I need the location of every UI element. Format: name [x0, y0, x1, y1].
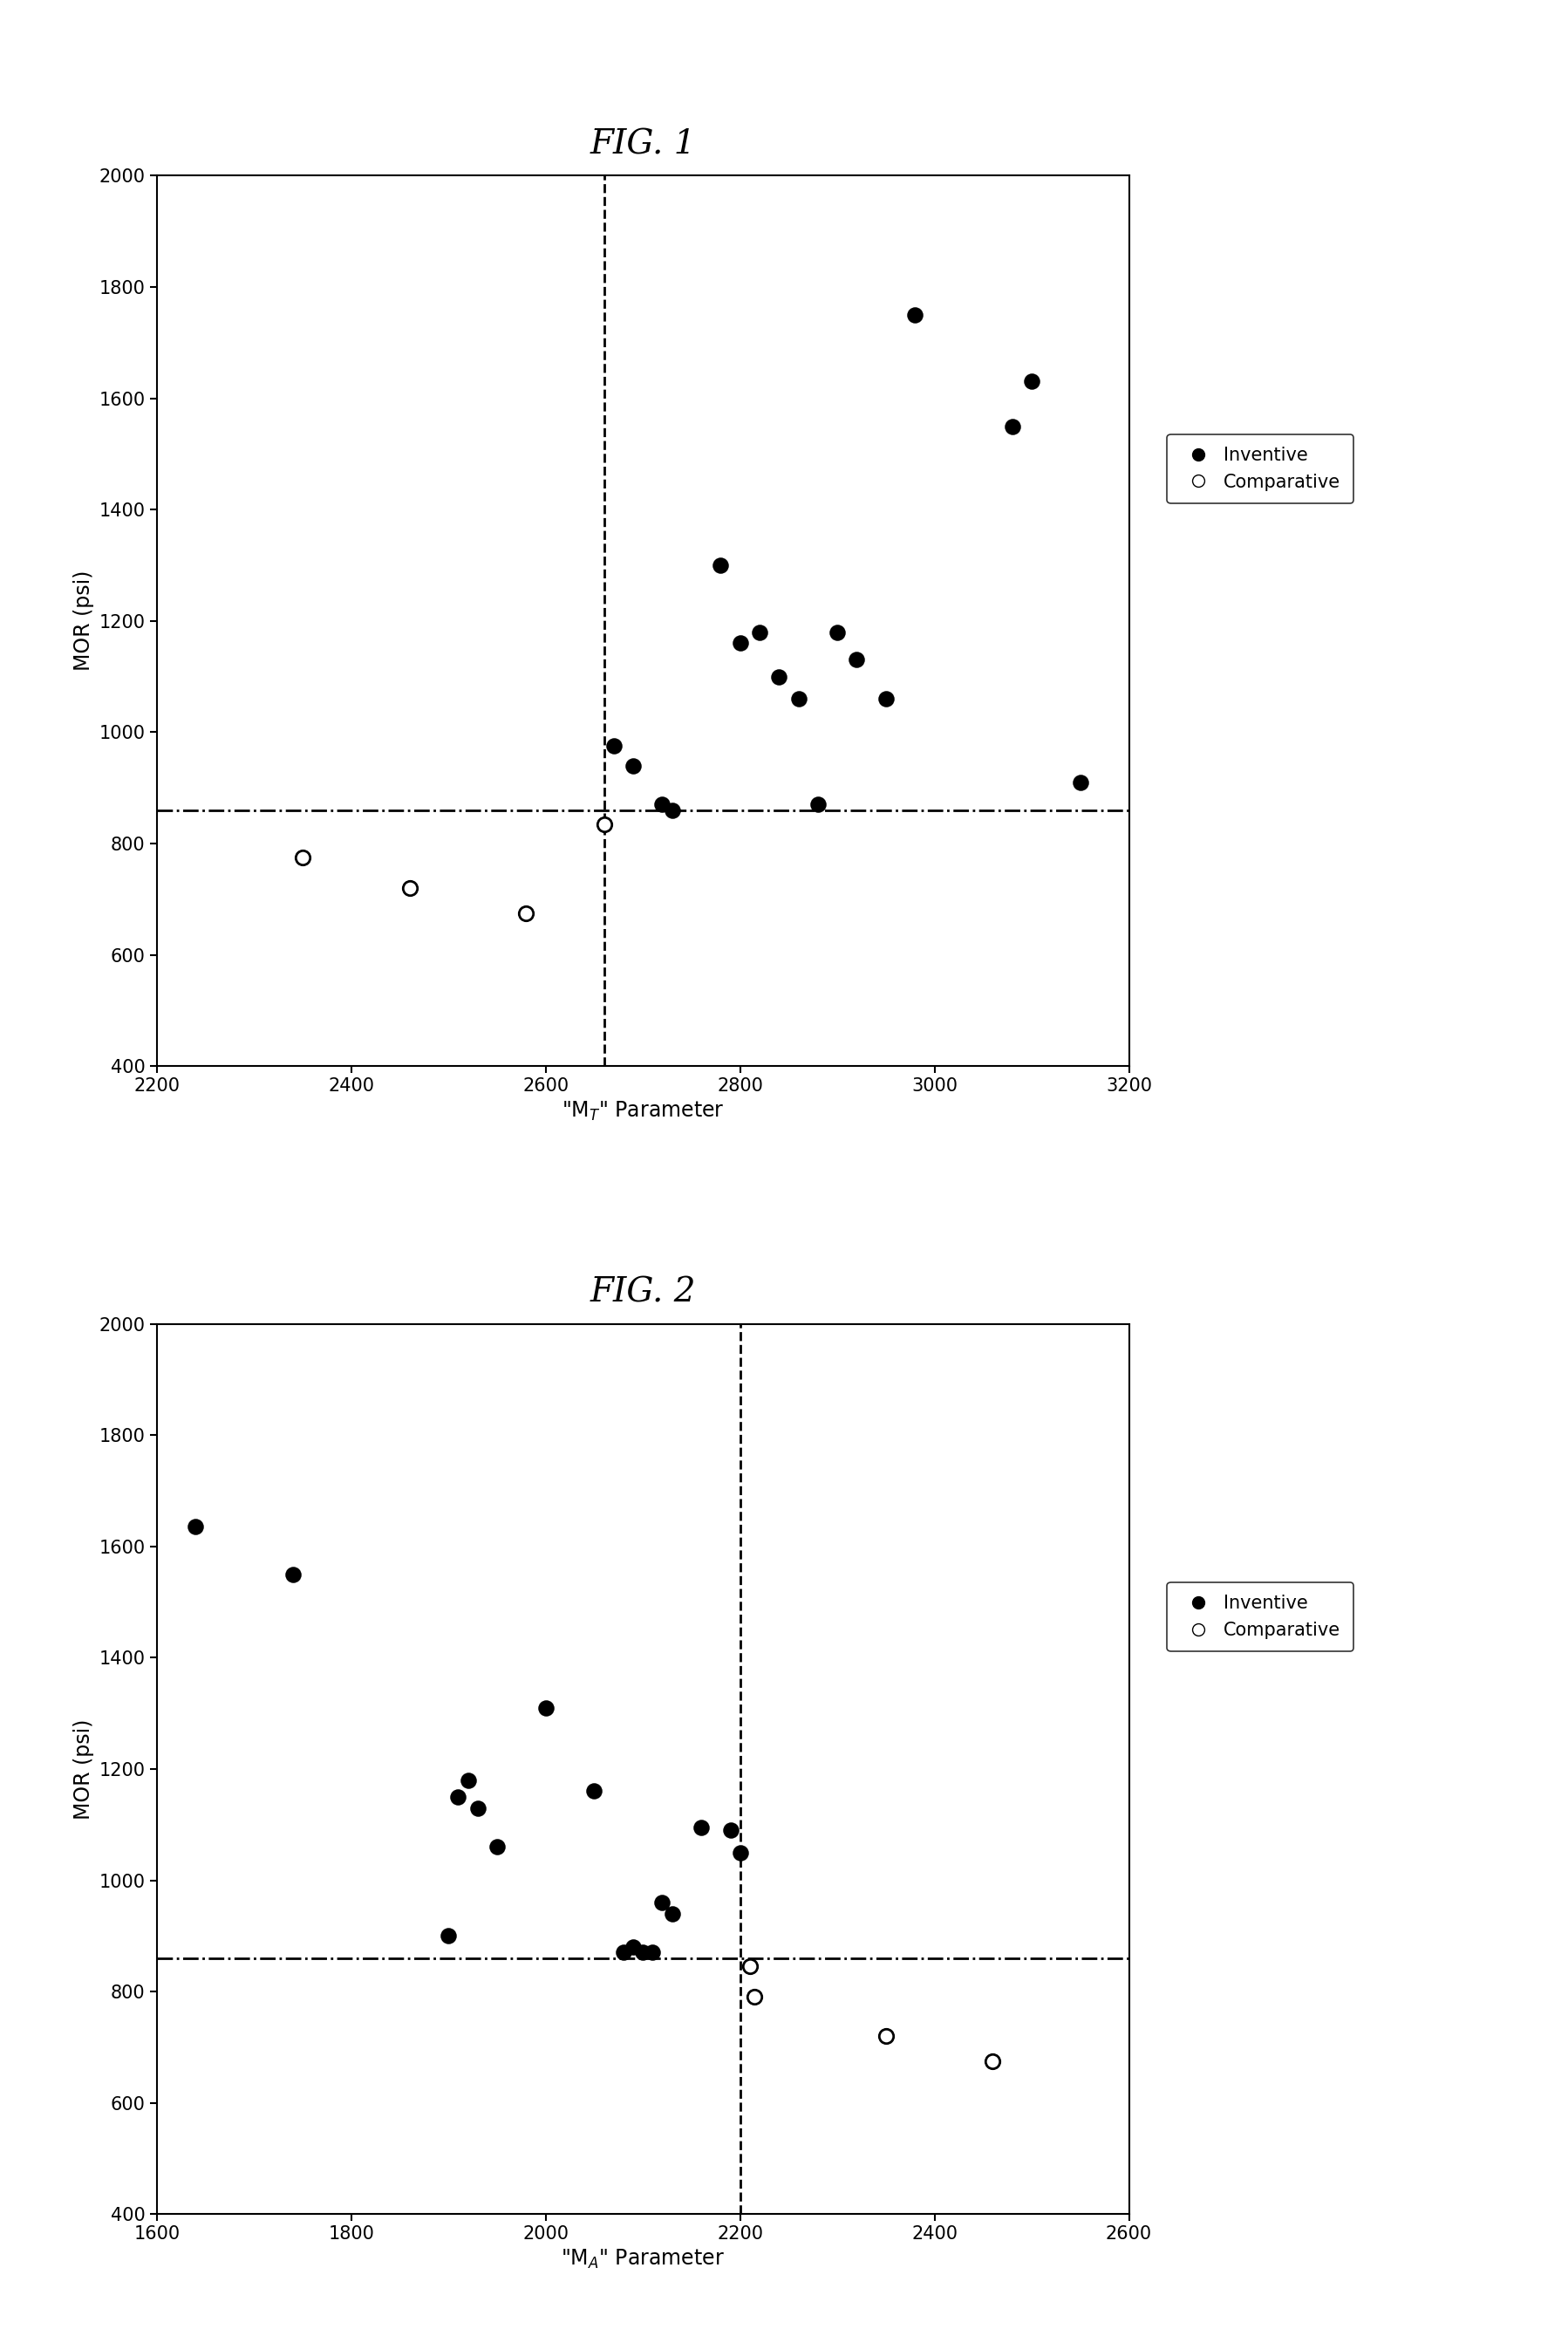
- Point: [455, 1762, 480, 1799]
- Point: [746, 614, 771, 651]
- Point: [1019, 363, 1044, 401]
- Point: [290, 839, 315, 876]
- Point: [485, 1828, 510, 1865]
- Point: [183, 1509, 209, 1546]
- Point: [844, 642, 869, 679]
- Point: [601, 726, 626, 764]
- Point: [728, 623, 753, 661]
- Point: [281, 1556, 306, 1593]
- Legend: Inventive, Comparative: Inventive, Comparative: [1167, 433, 1353, 504]
- Point: [660, 792, 685, 829]
- Point: [728, 1835, 753, 1872]
- Point: [1068, 764, 1093, 801]
- Point: [825, 614, 850, 651]
- Point: [630, 1933, 655, 1970]
- Point: [1000, 408, 1025, 445]
- Point: [445, 1778, 470, 1816]
- Legend: Inventive, Comparative: Inventive, Comparative: [1167, 1582, 1353, 1652]
- Point: [767, 658, 792, 696]
- Point: [436, 1917, 461, 1954]
- Point: [621, 747, 646, 785]
- Point: [533, 1689, 558, 1727]
- Point: [688, 1809, 713, 1846]
- Point: [980, 2043, 1005, 2081]
- Title: FIG. 2: FIG. 2: [590, 1277, 696, 1310]
- Point: [621, 1928, 646, 1966]
- Point: [737, 1947, 762, 1985]
- Point: [582, 1771, 607, 1809]
- Title: FIG. 1: FIG. 1: [590, 129, 696, 162]
- Y-axis label: MOR (psi): MOR (psi): [74, 1720, 94, 1818]
- Point: [873, 679, 898, 717]
- Point: [806, 785, 831, 822]
- X-axis label: "M$_A$" Parameter: "M$_A$" Parameter: [561, 2247, 724, 2270]
- Point: [649, 1884, 674, 1921]
- Point: [660, 1895, 685, 1933]
- Point: [786, 679, 811, 717]
- Point: [709, 546, 734, 583]
- Point: [591, 806, 616, 843]
- Point: [649, 785, 674, 822]
- Point: [742, 1977, 767, 2015]
- Point: [718, 1811, 743, 1849]
- Point: [397, 869, 422, 907]
- Point: [612, 1933, 637, 1970]
- Y-axis label: MOR (psi): MOR (psi): [74, 572, 94, 670]
- Point: [466, 1790, 491, 1828]
- Point: [873, 2017, 898, 2055]
- Point: [514, 895, 539, 933]
- X-axis label: "M$_T$" Parameter: "M$_T$" Parameter: [561, 1099, 724, 1122]
- Point: [903, 295, 928, 333]
- Point: [640, 1933, 665, 1970]
